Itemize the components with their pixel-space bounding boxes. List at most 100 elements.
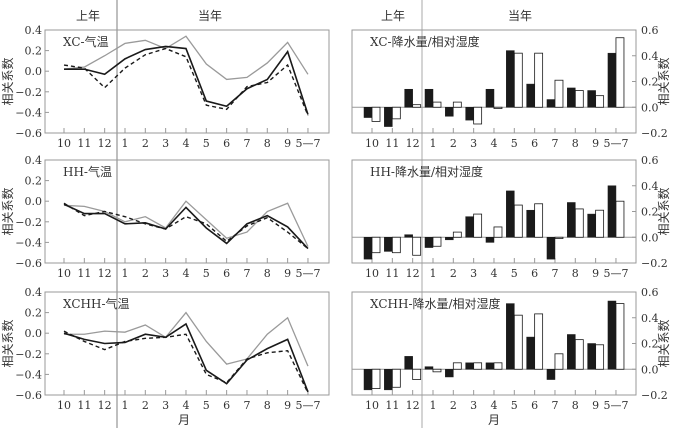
x-tick-label: 1 [429,399,436,412]
precipitation-bar [546,369,556,380]
humidity-bar [432,368,442,373]
series-line-gray-solid [64,311,309,367]
humidity-bar [452,101,462,108]
line-panel-1: 0.40.20.0−0.2−0.4−0.610 11 12 1 2 3 4 5 6 7 8 9 5—7相… [0,24,330,150]
series-line-black-solid [64,45,309,115]
humidity-bar [391,236,401,254]
precipitation-bar [485,88,495,108]
y-tick-label: −0.6 [15,389,42,402]
series-line-black-solid [63,203,309,250]
precipitation-bar [424,237,434,248]
x-tick-label: 3 [470,137,477,150]
x-tick-label: 6 [531,399,538,412]
x-tick-label: 1 [429,137,436,150]
x-tick-label: 8 [264,137,271,150]
x-tick-label: 2 [450,267,457,280]
x-tick-label: 6 [223,137,230,150]
x-tick-label: 5 [203,267,210,280]
x-tick-label: 9 [592,399,599,412]
y-axis-label: 相关系数 [0,187,15,235]
x-tick-label: 9 [284,399,291,412]
x-tick-label: 7 [243,137,250,150]
x-tick-label: 8 [264,399,271,412]
x-tick-label: 3 [470,267,477,280]
precipitation-bar [465,362,474,370]
y-tick-label: 0.2 [25,307,43,320]
precipitation-bar [445,369,454,378]
panel-title: XC-气温 [63,34,109,49]
precipitation-bar [526,209,535,238]
x-tick-label: 11 [385,399,399,412]
humidity-bar [513,204,523,238]
precipitation-bar [526,336,535,370]
x-tick-label: 8 [264,267,271,280]
x-tick-label: 7 [551,137,558,150]
humidity-bar [574,208,584,238]
y-axis-label: 相关系数 [656,187,671,235]
humidity-bar [554,79,564,108]
y-tick-label: 0.2 [25,45,43,58]
bar-panel-2: 0.60.40.20.0−0.210 11 12 1 2 3 4 5 6 7 8 9 5—7相关系数HH… [351,154,671,280]
humidity-bar [595,209,605,238]
x-tick-label: 8 [572,267,579,280]
x-tick-label: 1 [121,399,128,412]
series-line-black-solid [63,322,309,393]
y-tick-label: 0.0 [641,363,659,376]
x-tick-label: 8 [572,399,579,412]
bar-panel-1: 0.60.40.20.0−0.210 11 12 1 2 3 4 5 6 7 8 9 5—7相关系数XC… [351,24,671,150]
series-line-black-dashed [63,47,309,116]
x-tick-label: 10 [365,137,379,150]
humidity-bar [595,95,605,108]
y-tick-label: 0.6 [641,154,659,167]
y-axis-label: 相关系数 [656,57,671,105]
y-tick-label: 0.0 [25,65,43,78]
humidity-bar [473,106,483,125]
y-tick-label: 0.4 [641,312,659,325]
y-tick-label: 0.2 [641,338,659,351]
y-tick-label: 0.2 [25,175,43,188]
precipitation-bar [607,185,617,238]
line-panel-3: 0.40.20.0−0.2−0.4−0.610 11 12 1 2 3 4 5 6 7 8 9 5—7相… [0,286,330,412]
current-year-label-left: 当年 [198,9,222,23]
humidity-bar [452,362,462,370]
y-tick-label: 0.6 [641,286,659,299]
y-axis-label: 相关系数 [0,57,15,105]
y-tick-label: 0.4 [641,50,659,63]
y-tick-label: 0.0 [25,327,43,340]
line-panel-2: 0.40.20.0−0.2−0.4−0.610 11 12 1 2 3 4 5 6 7 8 9 5—7相… [0,154,330,280]
precipitation-bar [445,237,454,241]
y-tick-label: 0.4 [25,286,43,299]
x-tick-label: 11 [77,399,91,412]
x-tick-label: 5—7 [295,267,320,280]
x-tick-label: 9 [592,137,599,150]
humidity-bar [391,106,401,120]
x-tick-label: 2 [450,399,457,412]
x-tick-label: 6 [223,267,230,280]
y-tick-label: −0.2 [15,348,42,361]
precipitation-bar [384,237,393,252]
x-tick-label: 4 [182,137,189,150]
humidity-bar [432,236,442,247]
x-tick-label: 5 [511,267,518,280]
x-tick-label: 6 [531,267,538,280]
x-tick-label: 5—7 [603,137,628,150]
humidity-bar [513,52,523,108]
x-tick-label: 7 [551,399,558,412]
x-axis-label-left: 月 [178,413,190,427]
x-tick-label: 9 [284,137,291,150]
panel-title: HH-气温 [63,164,112,179]
humidity-bar [412,104,422,108]
x-tick-label: 5 [511,137,518,150]
precipitation-bar [485,237,495,243]
humidity-bar [574,339,584,370]
x-tick-label: 10 [365,267,379,280]
precipitation-bar [587,343,596,370]
precipitation-bar [567,334,576,370]
precipitation-bar [506,190,515,238]
x-tick-label: 12 [406,399,420,412]
humidity-bar [615,200,625,238]
y-tick-label: 0.0 [25,195,43,208]
humidity-bar [615,303,625,370]
x-tick-label: 6 [531,137,538,150]
humidity-bar [493,226,503,238]
